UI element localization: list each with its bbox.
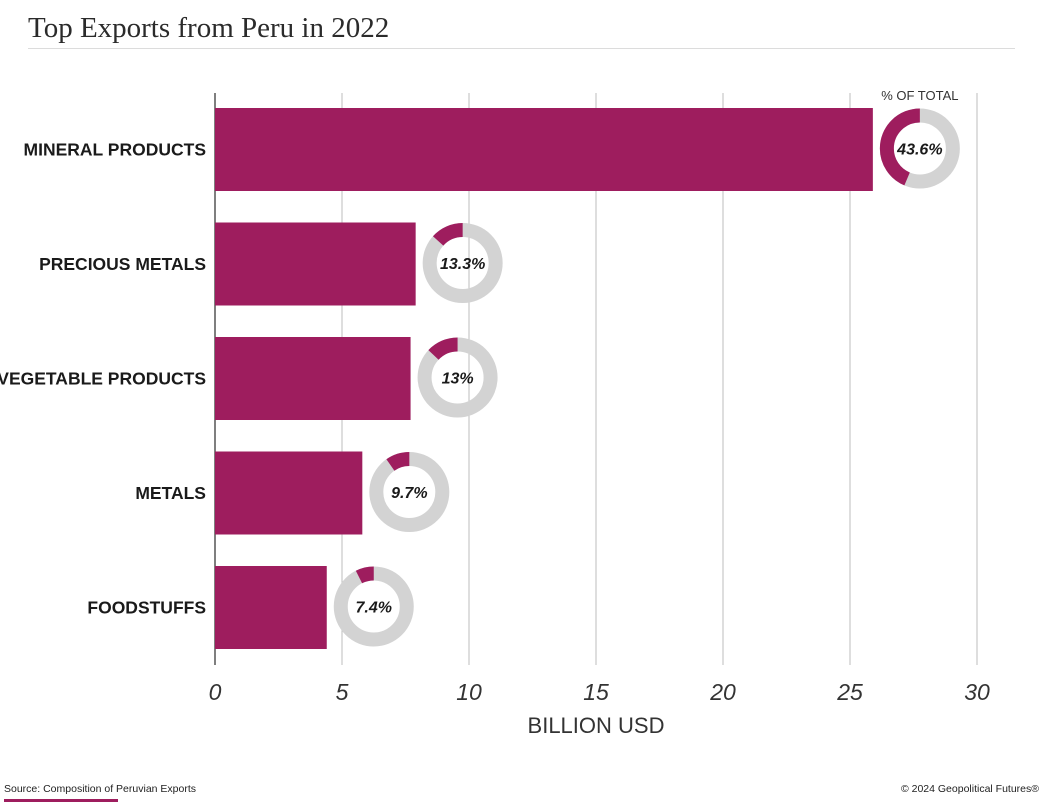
x-axis-title: BILLION USD <box>528 713 665 738</box>
category-label: VEGETABLE PRODUCTS <box>0 369 206 389</box>
x-tick-label: 5 <box>336 679 349 705</box>
category-label: FOODSTUFFS <box>87 598 206 618</box>
share-donut-arc <box>879 108 960 189</box>
source-note: Source: Composition of Peruvian Exports <box>4 783 197 795</box>
share-label: 9.7% <box>391 485 427 502</box>
share-label: 43.6% <box>896 142 942 159</box>
x-tick-label: 15 <box>583 679 609 705</box>
bar <box>215 566 327 649</box>
share-donut-arc <box>422 223 503 303</box>
bar <box>215 337 411 420</box>
category-label: MINERAL PRODUCTS <box>24 140 206 160</box>
share-donut-arc <box>369 452 450 532</box>
share-donut-arc <box>417 337 498 418</box>
share-label: 7.4% <box>356 600 392 617</box>
x-tick-label: 25 <box>836 679 863 705</box>
x-tick-label: 10 <box>456 679 482 705</box>
x-tick-label: 0 <box>209 679 222 705</box>
x-tick-label: 30 <box>964 679 990 705</box>
bar <box>215 222 416 306</box>
share-label: 13.3% <box>440 256 485 273</box>
title-divider <box>28 48 1015 49</box>
share-header: % OF TOTAL <box>881 88 958 103</box>
share-label: 13% <box>442 371 474 388</box>
page-title: Top Exports from Peru in 2022 <box>28 12 390 44</box>
bar <box>215 451 363 535</box>
share-donut-arc <box>333 566 414 647</box>
x-tick-label: 20 <box>709 679 736 705</box>
copyright-note: © 2024 Geopolitical Futures® <box>900 783 1039 795</box>
category-label: PRECIOUS METALS <box>39 254 206 274</box>
footer-accent-bar <box>4 799 118 802</box>
export-bar-chart: 0 5 10 15 20 25 30 BILLION USD MINERAL PRODUCTS 4… <box>0 88 990 738</box>
category-label: METALS <box>135 483 206 503</box>
bar <box>215 108 873 191</box>
